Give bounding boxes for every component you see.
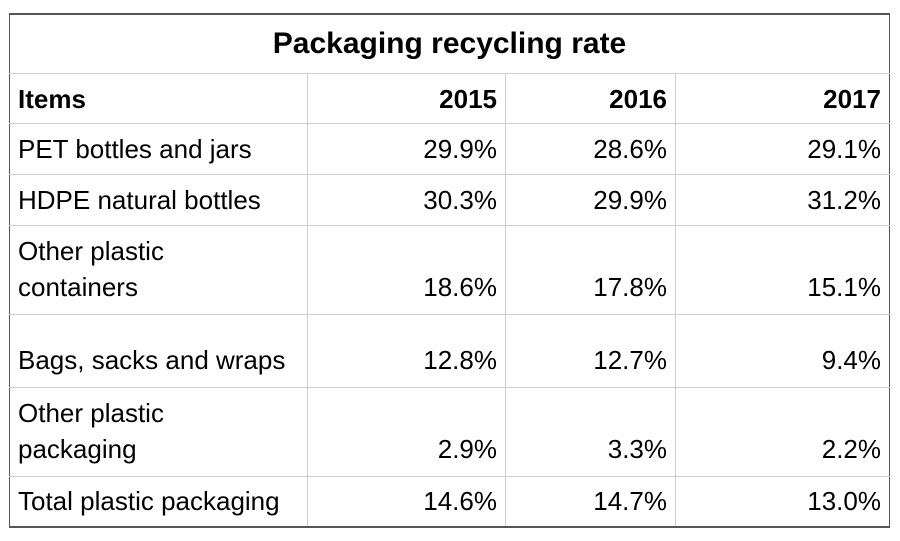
row-label: Bags, sacks and wraps: [9, 314, 308, 388]
recycling-rate-table: Packaging recycling rate Items 2015 2016…: [9, 13, 890, 528]
row-label: Other plastic packaging: [9, 387, 308, 477]
value-cell: 15.1%: [675, 225, 890, 315]
value-cell: 31.2%: [675, 174, 890, 226]
column-header-2016: 2016: [505, 73, 676, 124]
value-cell: 3.3%: [505, 387, 676, 477]
table-row: Bags, sacks and wraps 12.8% 12.7% 9.4%: [9, 314, 890, 388]
table-row: Other plastic containers 18.6% 17.8% 15.…: [9, 225, 890, 315]
row-label: Total plastic packaging: [9, 476, 308, 528]
value-cell: 2.2%: [675, 387, 890, 477]
value-cell: 14.7%: [505, 476, 676, 528]
column-header-2017: 2017: [675, 73, 890, 124]
table-row: HDPE natural bottles 30.3% 29.9% 31.2%: [9, 174, 890, 226]
value-cell: 14.6%: [307, 476, 506, 528]
column-header-2015: 2015: [307, 73, 506, 124]
value-cell: 12.7%: [505, 314, 676, 388]
value-cell: 9.4%: [675, 314, 890, 388]
value-cell: 12.8%: [307, 314, 506, 388]
row-label: HDPE natural bottles: [9, 174, 308, 226]
table-row: Other plastic packaging 2.9% 3.3% 2.2%: [9, 387, 890, 477]
recycling-rate-table-container: Packaging recycling rate Items 2015 2016…: [9, 13, 890, 528]
value-cell: 30.3%: [307, 174, 506, 226]
column-header-items: Items: [9, 73, 308, 124]
table-row: PET bottles and jars 29.9% 28.6% 29.1%: [9, 123, 890, 175]
table-title-row: Packaging recycling rate: [9, 13, 890, 74]
value-cell: 18.6%: [307, 225, 506, 315]
value-cell: 2.9%: [307, 387, 506, 477]
value-cell: 13.0%: [675, 476, 890, 528]
table-header-row: Items 2015 2016 2017: [9, 73, 890, 124]
value-cell: 29.1%: [675, 123, 890, 175]
table-row-total: Total plastic packaging 14.6% 14.7% 13.0…: [9, 476, 890, 528]
value-cell: 17.8%: [505, 225, 676, 315]
value-cell: 28.6%: [505, 123, 676, 175]
row-label: PET bottles and jars: [9, 123, 308, 175]
table-title: Packaging recycling rate: [9, 13, 890, 74]
value-cell: 29.9%: [505, 174, 676, 226]
value-cell: 29.9%: [307, 123, 506, 175]
row-label: Other plastic containers: [9, 225, 308, 315]
